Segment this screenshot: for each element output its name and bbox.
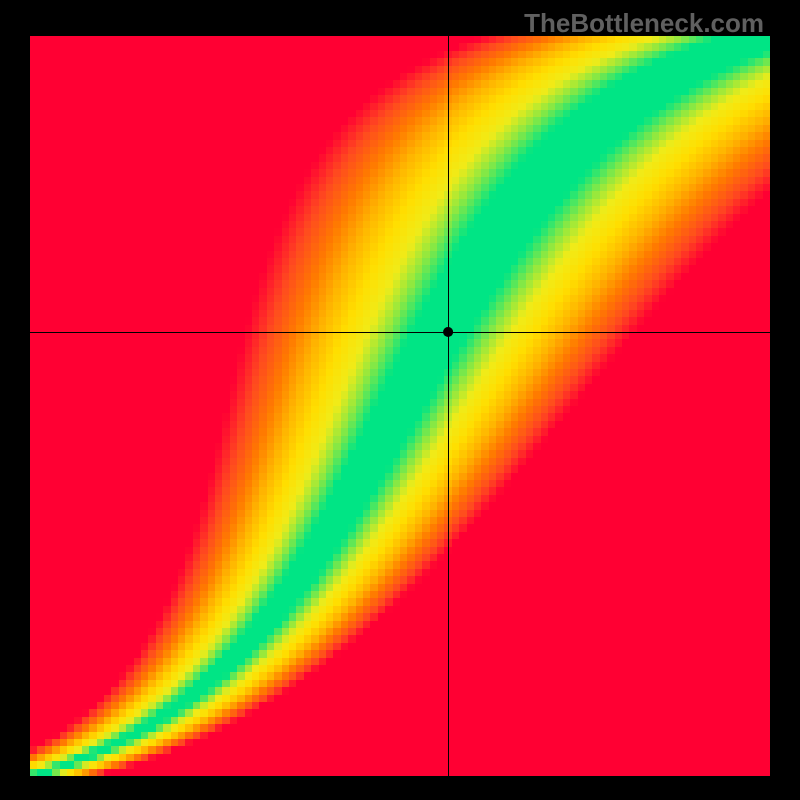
heatmap-canvas bbox=[30, 36, 770, 776]
chart-container: TheBottleneck.com bbox=[0, 0, 800, 800]
watermark-text: TheBottleneck.com bbox=[524, 8, 764, 39]
